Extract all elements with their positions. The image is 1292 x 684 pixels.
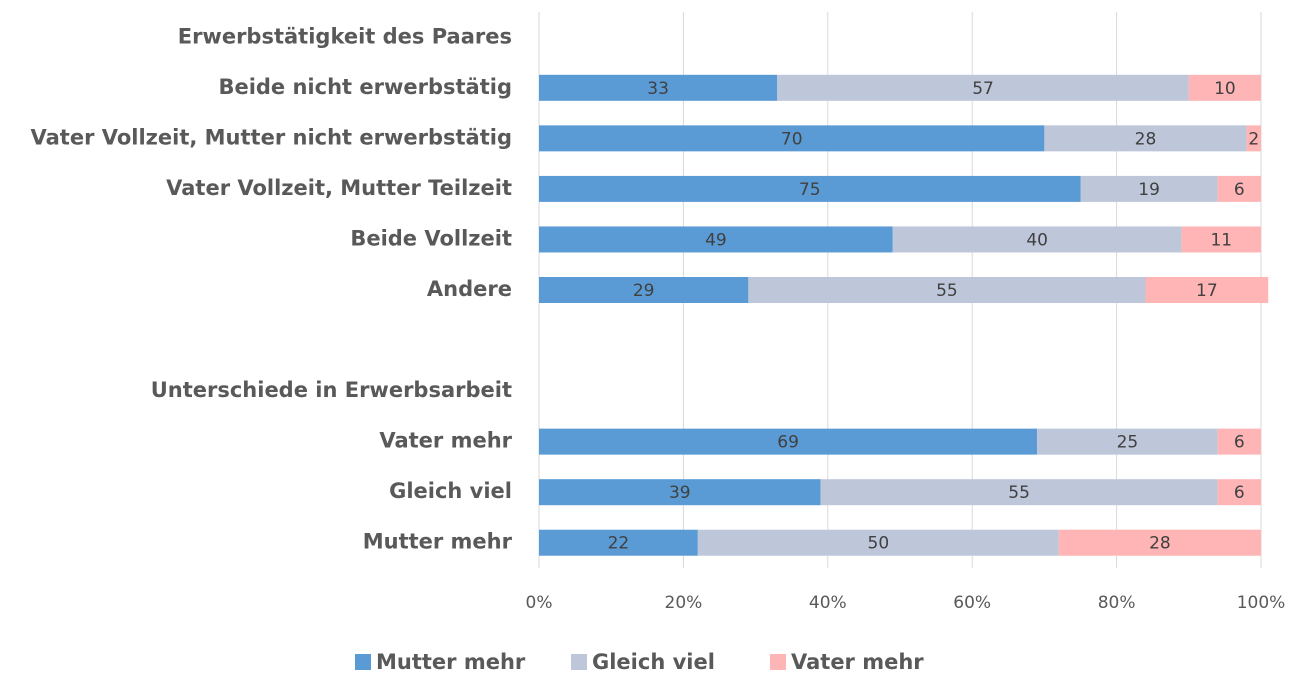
bar-segment [1181, 226, 1261, 253]
data-label: 69 [777, 433, 799, 453]
data-label: 2 [1248, 129, 1259, 149]
data-label: 6 [1234, 433, 1245, 453]
category-label: Vater mehr [379, 429, 512, 453]
bar-segment [539, 175, 1081, 202]
category-label: Andere [427, 277, 512, 301]
x-tick-label: 0% [526, 593, 553, 613]
bar-segment [539, 277, 749, 303]
bar-segment [539, 226, 893, 253]
legend-swatch [355, 654, 371, 670]
data-label: 10 [1214, 79, 1236, 99]
bar-segment [1217, 428, 1261, 455]
data-label: 70 [781, 129, 803, 149]
data-label: 22 [608, 534, 630, 554]
x-tick-label: 60% [953, 593, 991, 613]
x-tick-label: 20% [665, 593, 703, 613]
bar-segment [1058, 529, 1261, 556]
data-label: 11 [1210, 230, 1232, 250]
category-label: Gleich viel [389, 479, 512, 503]
data-label: 75 [799, 180, 821, 200]
data-label: 6 [1234, 483, 1245, 503]
x-tick-label: 80% [1098, 593, 1136, 613]
category-label: Erwerbstätigkeit des Paares [178, 24, 512, 48]
category-label: Unterschiede in Erwerbsarbeit [151, 378, 512, 402]
data-label: 33 [647, 79, 669, 99]
bar-segment [748, 277, 1146, 303]
legend-label: Mutter mehr [376, 650, 526, 674]
bar-segment [697, 529, 1059, 556]
bar-segment [539, 125, 1045, 152]
legend-swatch [770, 654, 786, 670]
data-label: 19 [1138, 180, 1160, 200]
data-label: 17 [1196, 281, 1218, 301]
bar-segment [539, 479, 821, 506]
legend-label: Gleich viel [592, 650, 715, 674]
bar-segment [1217, 479, 1261, 506]
bar-segment [539, 74, 778, 101]
bar-segment [892, 226, 1182, 253]
bar-segment [820, 479, 1218, 506]
legend-swatch [571, 654, 587, 670]
category-label: Mutter mehr [363, 530, 513, 554]
data-label: 29 [633, 281, 655, 301]
bar-segment [539, 428, 1038, 455]
bar-segment [1037, 428, 1218, 455]
data-label: 49 [705, 230, 727, 250]
bar-segment [777, 74, 1189, 101]
data-label: 39 [669, 483, 691, 503]
bar-segment [1145, 277, 1269, 303]
x-tick-label: 100% [1237, 593, 1286, 613]
x-tick-label: 40% [809, 593, 847, 613]
bar-segment [1188, 74, 1261, 101]
bar-segment [1217, 175, 1261, 202]
data-label: 50 [868, 534, 890, 554]
data-label: 55 [1008, 483, 1030, 503]
data-label: 6 [1234, 180, 1245, 200]
category-label: Vater Vollzeit, Mutter Teilzeit [166, 176, 512, 200]
bar-segment [1246, 125, 1261, 152]
data-label: 40 [1026, 230, 1048, 250]
data-label: 55 [936, 281, 958, 301]
data-label: 28 [1149, 534, 1171, 554]
data-label: 28 [1135, 129, 1157, 149]
bar-segment [539, 529, 698, 556]
bar-segment [1080, 175, 1218, 202]
category-label: Beide nicht erwerbstätig [218, 75, 512, 99]
category-label: Vater Vollzeit, Mutter nicht erwerbstäti… [31, 125, 512, 149]
bar-segment [1044, 125, 1247, 152]
category-label: Beide Vollzeit [350, 226, 512, 250]
legend-label: Vater mehr [791, 650, 924, 674]
data-label: 57 [972, 79, 994, 99]
data-label: 25 [1117, 433, 1139, 453]
